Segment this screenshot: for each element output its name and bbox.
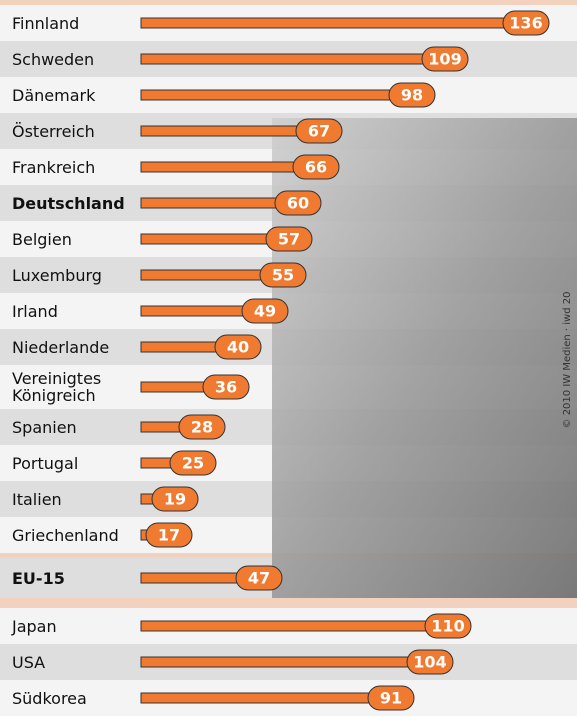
bar	[141, 621, 448, 631]
value-label: 136	[509, 14, 542, 33]
value-label: 60	[287, 194, 309, 213]
category-label: Irland	[12, 293, 130, 329]
value-label: 49	[254, 302, 276, 321]
value-label: 28	[191, 418, 213, 437]
value-label: 67	[308, 122, 330, 141]
bar	[141, 657, 430, 667]
category-label: Schweden	[12, 41, 130, 77]
credit: © 2010 IW Medien · iwd 20	[562, 292, 573, 429]
separator	[0, 598, 577, 608]
category-label: Frankreich	[12, 149, 130, 185]
category-label: Italien	[12, 481, 130, 517]
category-label: Belgien	[12, 221, 130, 257]
value-label: 91	[380, 689, 402, 708]
category-label: Deutschland	[12, 185, 130, 221]
value-label: 109	[428, 50, 461, 69]
category-label: Finnland	[12, 5, 130, 41]
value-label: 19	[164, 490, 186, 509]
value-label: 57	[278, 230, 300, 249]
bar	[141, 198, 298, 208]
bar	[141, 162, 316, 172]
value-label: 66	[305, 158, 327, 177]
bar	[141, 18, 526, 28]
bar	[141, 90, 412, 100]
category-label: Dänemark	[12, 77, 130, 113]
category-label: Japan	[12, 608, 130, 644]
category-label: USA	[12, 644, 130, 680]
value-label: 25	[182, 454, 204, 473]
category-label: Spanien	[12, 409, 130, 445]
value-label: 36	[215, 378, 237, 397]
category-label: Vereinigtes Königreich	[12, 365, 130, 409]
value-label: 47	[248, 569, 270, 588]
chart: © 2010 IW Medien · iwd 20 136 109 98 67 66 60 5…	[0, 0, 577, 716]
photo	[272, 118, 577, 598]
value-label: 17	[158, 526, 180, 545]
value-label: 110	[431, 617, 464, 636]
category-label: Portugal	[12, 445, 130, 481]
category-label: Österreich	[12, 113, 130, 149]
bar	[141, 126, 319, 136]
category-label: EU-15	[12, 558, 130, 598]
value-label: 40	[227, 338, 249, 357]
value-label: 98	[401, 86, 423, 105]
category-label: Griechenland	[12, 517, 130, 553]
value-label: 55	[272, 266, 294, 285]
category-label: Luxemburg	[12, 257, 130, 293]
category-label: Südkorea	[12, 680, 130, 716]
value-label: 104	[413, 653, 446, 672]
bar	[141, 693, 391, 703]
bar	[141, 54, 445, 64]
category-label: Niederlande	[12, 329, 130, 365]
